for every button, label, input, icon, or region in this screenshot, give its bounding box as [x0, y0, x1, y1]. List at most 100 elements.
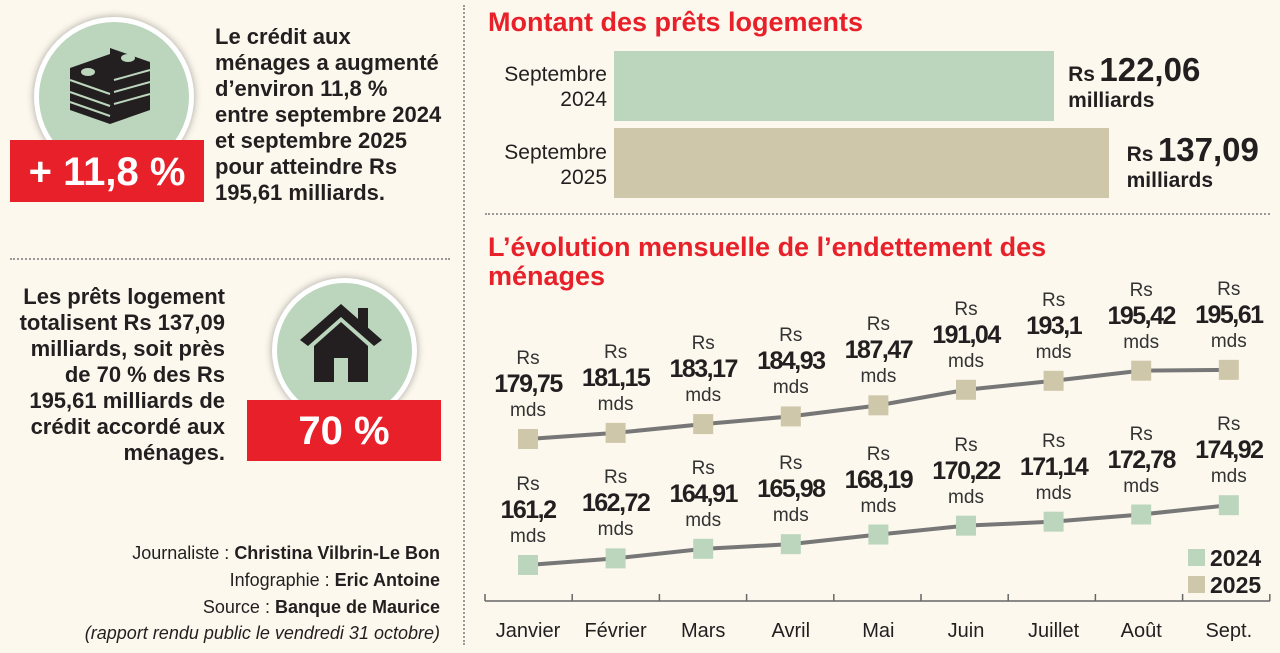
data-label: 165,98 [757, 475, 826, 504]
legend-2024: 2024 [1188, 545, 1261, 572]
point-2024 [868, 524, 889, 545]
bar-2025 [614, 128, 1109, 198]
x-tick-label: Janvier [495, 620, 561, 642]
point-2025 [780, 406, 801, 427]
data-label-mds: mds [860, 495, 897, 517]
data-label: 191,04 [932, 320, 1001, 349]
legend-label: 2024 [1210, 545, 1262, 571]
point-2025 [693, 414, 714, 435]
data-label-rs: Rs [1217, 278, 1241, 300]
data-label-mds: mds [772, 377, 809, 399]
data-label-rs: Rs [603, 467, 628, 489]
data-label: 174,92 [1195, 436, 1264, 465]
data-label: 162,72 [581, 489, 651, 518]
data-label-mds: mds [772, 505, 809, 527]
data-label: 193,1 [1026, 311, 1083, 340]
infographie-name: Eric Antoine [334, 570, 440, 590]
value: 122,06 [1099, 51, 1201, 88]
data-label: 171,14 [1019, 452, 1089, 481]
bar-label-2025: Septembre 2025 [504, 141, 607, 189]
data-label: 161,2 [500, 496, 557, 524]
data-label-rs: Rs [691, 333, 715, 355]
vertical-divider [463, 5, 465, 645]
point-2024 [605, 548, 626, 569]
source-name: Banque de Maurice [274, 597, 440, 617]
point-2024 [1043, 511, 1064, 532]
label: Journaliste : [132, 543, 235, 563]
legend-label: 2025 [1210, 572, 1262, 598]
data-label: 183,17 [669, 355, 738, 384]
money-stack-icon [69, 48, 151, 124]
data-label: 164,91 [669, 479, 738, 508]
label: Infographie : [229, 570, 335, 590]
bar-chart-title: Montant des prêts logements [488, 7, 864, 37]
data-label: 187,47 [844, 336, 914, 365]
data-label-mds: mds [597, 519, 634, 541]
data-label-mds: mds [1123, 331, 1160, 353]
data-label-mds: mds [685, 385, 722, 407]
point-2024 [1218, 495, 1239, 516]
point-2025 [1131, 360, 1152, 381]
bar-value-2024: Rs 122,06 milliards [1068, 53, 1200, 115]
x-tick-label: Sept. [1205, 620, 1253, 642]
data-label: 172,78 [1107, 445, 1176, 474]
data-label-rs: Rs [1129, 279, 1153, 301]
x-tick-label: Juin [947, 620, 985, 642]
unit: milliards [1068, 89, 1155, 112]
point-2024 [693, 538, 714, 559]
data-label-rs: Rs [603, 341, 628, 363]
data-label-mds: mds [1123, 475, 1160, 497]
data-label-mds: mds [1035, 482, 1072, 504]
bar-value-2025: Rs 137,09 milliards [1126, 133, 1259, 195]
label: Source : [202, 597, 275, 617]
credit-growth-text: Le crédit aux ménages a augmenté d’envir… [215, 24, 442, 205]
data-label-mds: mds [948, 350, 984, 372]
unit: milliards [1126, 169, 1213, 192]
bar-2024 [614, 51, 1055, 121]
point-2025 [1043, 370, 1064, 391]
data-label-mds: mds [860, 366, 897, 388]
data-label-rs: Rs [866, 443, 890, 465]
data-label-mds: mds [685, 509, 722, 531]
data-label-rs: Rs [779, 325, 803, 347]
data-label: 168,19 [844, 465, 914, 494]
point-2025 [1218, 359, 1239, 380]
divider [10, 258, 450, 260]
legend: 2024 2025 [1188, 545, 1261, 599]
credit-source: Source : Banque de Maurice [203, 597, 440, 618]
x-tick-label: Février [584, 620, 647, 642]
data-label: 184,93 [757, 347, 826, 376]
data-label-rs: Rs [866, 314, 890, 336]
x-tick-label: Mai [862, 620, 895, 642]
growth-badge: + 11,8 % [10, 140, 204, 202]
data-label-rs: Rs [1217, 414, 1241, 436]
data-label: 179,75 [494, 370, 563, 398]
point-2025 [868, 395, 889, 416]
data-label-rs: Rs [779, 453, 803, 475]
point-2025 [956, 379, 976, 400]
rs: Rs [1068, 63, 1095, 86]
x-tick-label: Août [1120, 620, 1162, 642]
data-label-mds: mds [948, 486, 984, 508]
data-label-rs: Rs [516, 348, 540, 369]
data-label-mds: mds [597, 393, 634, 415]
data-label: 195,61 [1195, 300, 1264, 329]
data-label-mds: mds [510, 400, 546, 421]
house-icon [300, 304, 382, 382]
line-chart-title: L’évolution mensuelle de l’endettement d… [488, 232, 1047, 291]
x-tick-label: Juillet [1028, 620, 1080, 642]
credit-note: (rapport rendu public le vendredi 31 oct… [84, 623, 440, 643]
credit-infographie: Infographie : Eric Antoine [230, 570, 440, 591]
point-2024 [518, 555, 538, 575]
data-label: 170,22 [932, 456, 1001, 485]
data-label-rs: Rs [691, 457, 715, 479]
point-2024 [1131, 504, 1152, 525]
x-tick-label: Mars [680, 620, 726, 642]
data-label-mds: mds [1210, 466, 1247, 488]
legend-2025: 2025 [1188, 572, 1261, 599]
credit-journaliste: Journaliste : Christina Vilbrin-Le Bon [132, 543, 440, 564]
housing-share-text: Les prêts logement totalisent Rs 137,09 … [19, 284, 225, 465]
data-label-rs: Rs [954, 298, 978, 320]
data-label-rs: Rs [954, 434, 978, 456]
